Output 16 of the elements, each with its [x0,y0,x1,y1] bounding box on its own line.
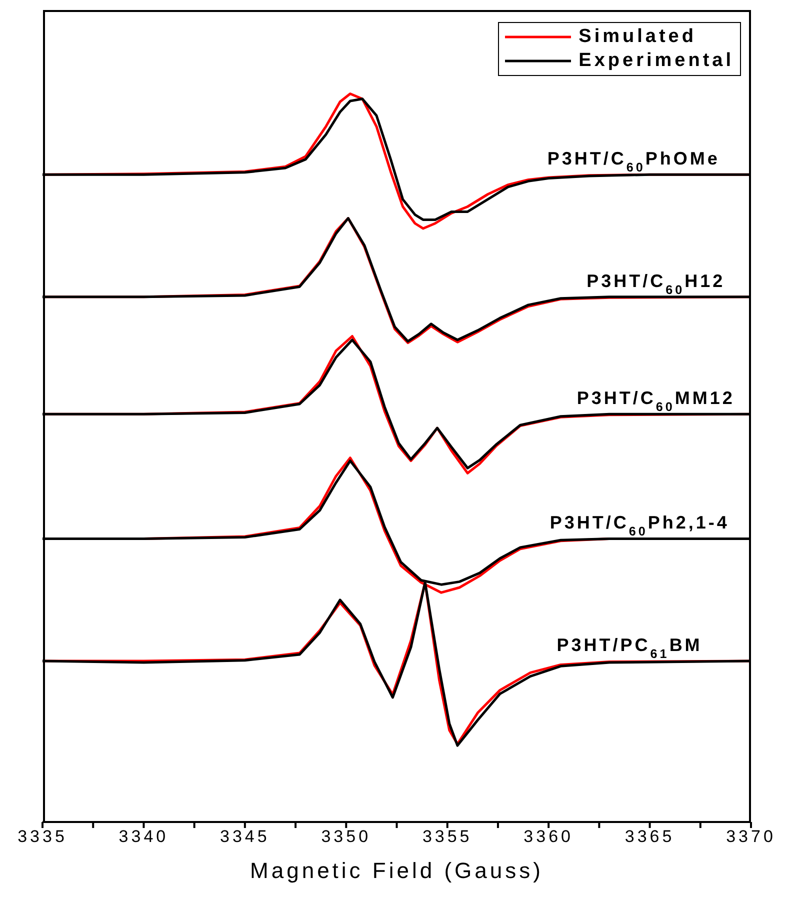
x-tick-label: 3360 [524,827,574,846]
annotation: P3HT/C$_{60}$Ph2,1-4 [550,512,730,539]
x-tick-label: 3370 [726,827,776,846]
x-tick-label: 3350 [321,827,372,846]
x-tick-label: 3355 [422,827,472,846]
x-tick-label: 3335 [18,827,68,846]
annotation: P3HT/C$_{60}$H12 [586,270,726,297]
annotation: P3HT/C$_{60}$PhOMe [547,148,720,175]
x-tick-label: 3340 [118,827,169,846]
x-tick-label: 3365 [624,827,675,846]
annotation: P3HT/PC$_{61}$BM [556,635,702,662]
x-tick-label: 3345 [220,827,270,846]
legend-label: Simulated [578,26,696,48]
x-axis-title: Magnetic Field (Gauss) [250,858,544,883]
annotation: P3HT/C$_{60}$MM12 [576,388,735,414]
legend-label: Experimental [578,50,734,72]
